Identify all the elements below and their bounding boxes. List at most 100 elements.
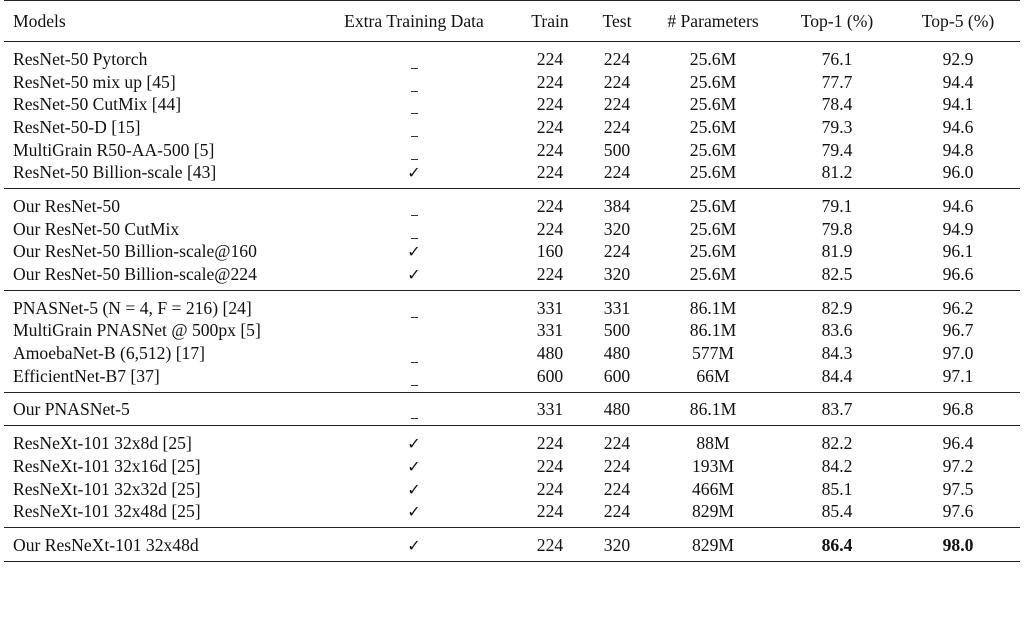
train-cell: 224 (536, 218, 564, 239)
test-cell: 500 (603, 320, 631, 341)
top1-cell: 82.9 (821, 297, 853, 318)
table-row: MultiGrain R50-AA-500 [5] 224 500 25.6M 79.4… (4, 139, 1020, 162)
extra-data-cell (314, 365, 514, 392)
checkmark-icon: ✓ (407, 242, 421, 262)
header-top1: Top-1 (%) (800, 10, 874, 31)
test-cell: 224 (603, 94, 631, 115)
table-group: ResNet-50 Pytorch 224 224 25.6M 76.1 92.9 ResN… (4, 42, 1020, 189)
header-test: Test (602, 10, 632, 31)
top5-cell: 98.0 (942, 534, 974, 555)
params-cell: 86.1M (689, 297, 737, 318)
table-group: PNASNet-5 (N = 4, F = 216) [24] 331 331 86.… (4, 290, 1020, 393)
top5-cell: 97.2 (942, 455, 974, 476)
model-cell: ResNet-50 mix up [45] (13, 71, 176, 92)
test-cell: 480 (603, 343, 631, 364)
test-cell: 224 (603, 162, 631, 183)
header-row: Models Extra Training Data Train Test # … (4, 0, 1020, 42)
checkmark-icon: ✓ (407, 502, 421, 522)
top1-cell: 82.2 (821, 433, 853, 454)
header-train: Train (531, 10, 569, 31)
params-cell: 25.6M (689, 116, 737, 137)
checkmark-icon: ✓ (407, 265, 421, 285)
extra-data-cell: ✓ (314, 500, 514, 527)
dash-icon (410, 214, 418, 216)
top5-cell: 96.0 (942, 162, 974, 183)
test-cell: 320 (603, 218, 631, 239)
table-row: ResNet-50 mix up [45] 224 224 25.6M 77.7 94.4 (4, 71, 1020, 94)
top5-cell: 92.9 (942, 48, 974, 69)
model-cell: Our ResNet-50 Billion-scale@160 (13, 241, 257, 262)
extra-data-cell: ✓ (314, 426, 514, 455)
extra-data-cell: ✓ (314, 263, 514, 290)
table-row: Our ResNet-50 Billion-scale@224 ✓ 224 320 25… (4, 263, 1020, 290)
top5-cell: 94.4 (942, 71, 974, 92)
extra-data-cell (314, 218, 514, 241)
model-cell: Our ResNet-50 (13, 195, 121, 216)
checkmark-icon: ✓ (407, 535, 421, 555)
params-cell: 577M (691, 343, 735, 364)
extra-data-cell (314, 139, 514, 162)
model-cell: EfficientNet-B7 [37] (13, 365, 160, 386)
train-cell: 224 (536, 433, 564, 454)
model-cell: ResNeXt-101 32x16d [25] (13, 455, 201, 476)
table-row: Our ResNet-50 CutMix 224 320 25.6M 79.8 94.9 (4, 218, 1020, 241)
table-row: Our ResNeXt-101 32x48d ✓ 224 320 829M 86.4 98.… (4, 528, 1020, 562)
extra-data-cell: ✓ (314, 455, 514, 478)
table-row: AmoebaNet-B (6,512) [17] 480 480 577M 84.3 97… (4, 342, 1020, 365)
table-row: ResNet-50-D [15] 224 224 25.6M 79.3 94.6 (4, 116, 1020, 139)
dash-icon (410, 237, 418, 239)
top1-cell: 85.4 (821, 501, 853, 522)
extra-data-cell (314, 71, 514, 94)
dash-icon (410, 384, 418, 386)
train-cell: 331 (536, 297, 564, 318)
table-group: ResNeXt-101 32x8d [25] ✓ 224 224 88M 82.2 96.4… (4, 426, 1020, 528)
test-cell: 320 (603, 264, 631, 285)
extra-data-cell: ✓ (314, 478, 514, 501)
extra-data-cell (314, 42, 514, 71)
params-cell: 25.6M (689, 71, 737, 92)
top1-cell: 85.1 (821, 478, 853, 499)
test-cell: 224 (603, 478, 631, 499)
top5-cell: 97.5 (942, 478, 974, 499)
top1-cell: 78.4 (821, 94, 853, 115)
params-cell: 25.6M (689, 139, 737, 160)
dash-icon (410, 316, 418, 318)
test-cell: 331 (603, 297, 631, 318)
params-cell: 829M (691, 501, 735, 522)
params-cell: 25.6M (689, 218, 737, 239)
extra-data-cell: ✓ (314, 241, 514, 264)
table-row: ResNeXt-101 32x48d [25] ✓ 224 224 829M 85.4 97… (4, 500, 1020, 527)
train-cell: 224 (536, 478, 564, 499)
dash-icon (410, 362, 418, 364)
top1-cell: 83.6 (821, 320, 853, 341)
dash-icon (410, 135, 418, 137)
table-row: ResNet-50 Billion-scale [43] ✓ 224 224 25.6M… (4, 161, 1020, 188)
train-cell: 224 (536, 94, 564, 115)
model-cell: MultiGrain PNASNet @ 500px [5] (13, 320, 261, 341)
extra-data-cell: ✓ (314, 528, 514, 562)
test-cell: 224 (603, 433, 631, 454)
top1-cell: 86.4 (821, 534, 853, 555)
extra-data-cell (314, 320, 514, 343)
params-cell: 466M (691, 478, 735, 499)
train-cell: 224 (536, 264, 564, 285)
train-cell: 331 (536, 399, 564, 420)
test-cell: 224 (603, 116, 631, 137)
model-cell: Our ResNeXt-101 32x48d (13, 534, 199, 555)
train-cell: 224 (536, 501, 564, 522)
params-cell: 25.6M (689, 241, 737, 262)
table-row: ResNet-50 CutMix [44] 224 224 25.6M 78.4 94.1 (4, 93, 1020, 116)
test-cell: 600 (603, 365, 631, 386)
params-cell: 25.6M (689, 264, 737, 285)
top5-cell: 97.0 (942, 343, 974, 364)
table-row: ResNet-50 Pytorch 224 224 25.6M 76.1 92.9 (4, 42, 1020, 71)
top5-cell: 96.2 (942, 297, 974, 318)
model-cell: ResNet-50 CutMix [44] (13, 94, 182, 115)
top1-cell: 79.4 (821, 139, 853, 160)
top5-cell: 94.6 (942, 195, 974, 216)
top1-cell: 84.2 (821, 455, 853, 476)
train-cell: 600 (536, 365, 564, 386)
checkmark-icon: ✓ (407, 479, 421, 499)
top5-cell: 97.1 (942, 365, 974, 386)
top5-cell: 94.8 (942, 139, 974, 160)
